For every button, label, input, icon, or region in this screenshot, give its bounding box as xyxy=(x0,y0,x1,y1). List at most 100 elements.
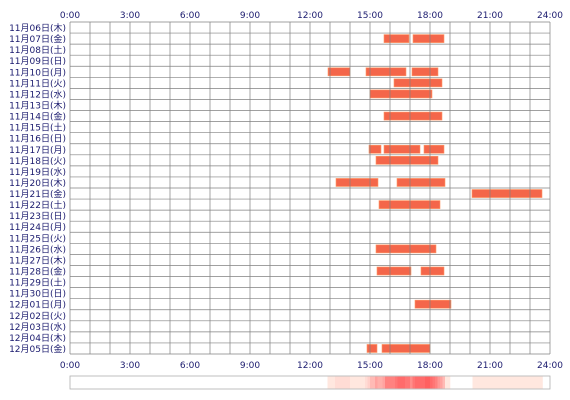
heatmap-cell xyxy=(370,376,373,389)
heatmap-cell xyxy=(437,376,441,389)
heatmap-cell xyxy=(517,376,521,389)
heatmap-cell xyxy=(355,376,358,389)
day-label: 11月20日(木) xyxy=(9,177,66,189)
heatmap-cell xyxy=(392,376,396,389)
top-tick-label: 12:00 xyxy=(297,11,323,21)
chart-grid xyxy=(69,21,551,355)
day-label: 11月25日(火) xyxy=(9,233,66,244)
heatmap-cell xyxy=(472,376,476,389)
heatmap-cell xyxy=(475,376,478,389)
day-label: 11月21日(金) xyxy=(9,188,66,200)
heatmap-cell xyxy=(337,376,341,389)
heatmap-cell xyxy=(402,376,406,389)
heatmap-cell xyxy=(372,376,376,389)
heatmap-cell xyxy=(445,376,448,389)
day-label: 11月17日(月) xyxy=(9,145,66,156)
bottom-tick-label: 24:00 xyxy=(537,361,563,371)
activity-bar xyxy=(376,266,412,276)
heatmap-cell xyxy=(390,376,393,389)
heatmap-cell xyxy=(365,376,368,389)
activity-bars xyxy=(327,34,543,353)
activity-bar xyxy=(365,67,407,77)
bottom-tick-label: 6:00 xyxy=(180,361,200,371)
day-label: 11月10日(月) xyxy=(9,67,66,78)
heatmap-cell xyxy=(512,376,516,389)
heatmap-cell xyxy=(520,376,523,389)
activity-bar xyxy=(366,344,378,353)
heatmap-cell xyxy=(350,376,353,389)
heatmap-cell xyxy=(347,376,351,389)
activity-bar xyxy=(412,34,445,43)
day-label: 11月09日(日) xyxy=(9,56,66,67)
heatmap-cell xyxy=(360,376,363,389)
heatmap-cell xyxy=(540,376,543,389)
bottom-tick-label: 3:00 xyxy=(120,361,140,371)
activity-bar xyxy=(369,89,433,99)
heatmap-cell xyxy=(400,376,403,389)
activity-bar xyxy=(383,34,410,43)
heatmap-cell xyxy=(515,376,518,389)
activity-bar xyxy=(375,156,439,165)
day-label: 11月23日(日) xyxy=(9,211,66,222)
top-tick-label: 6:00 xyxy=(180,11,200,21)
activity-bar xyxy=(471,189,543,198)
heatmap-cell xyxy=(442,376,446,389)
activity-bar xyxy=(378,200,441,209)
heatmap-cell xyxy=(440,376,443,389)
heatmap-cell xyxy=(425,376,428,389)
heatmap-cell xyxy=(495,376,498,389)
heatmap-cell xyxy=(510,376,513,389)
heatmap-cell xyxy=(342,376,346,389)
day-label: 11月18日(火) xyxy=(9,156,66,167)
activity-bar xyxy=(381,344,431,353)
heatmap-cell xyxy=(415,376,418,389)
day-label: 11月08日(土) xyxy=(9,44,66,56)
heatmap-cell xyxy=(367,376,371,389)
top-tick-label: 0:00 xyxy=(60,11,80,21)
day-label: 11月19日(水) xyxy=(9,166,66,178)
heatmap-cell xyxy=(435,376,438,389)
heatmap-cell xyxy=(522,376,526,389)
activity-bar xyxy=(414,299,452,309)
activity-bar xyxy=(420,266,445,276)
heatmap-cell xyxy=(532,376,536,389)
day-label: 11月30日(日) xyxy=(9,289,66,300)
bottom-time-axis: 0:00 3:00 6:00 9:00 12:00 15:00 18:00 21:00 24:0… xyxy=(60,361,563,371)
heatmap-cell xyxy=(327,376,331,389)
heatmap-cell xyxy=(500,376,503,389)
top-tick-label: 9:00 xyxy=(240,11,260,21)
top-tick-label: 15:00 xyxy=(357,11,383,21)
heatmap-cell xyxy=(485,376,488,389)
day-label: 12月01日(月) xyxy=(9,300,66,311)
heatmap-cell xyxy=(480,376,483,389)
heatmap-cell xyxy=(477,376,481,389)
day-label: 11月07日(金) xyxy=(9,33,66,45)
heatmap-cell xyxy=(417,376,421,389)
activity-bar xyxy=(368,144,382,154)
heatmap-cell xyxy=(395,376,398,389)
heatmap-cell xyxy=(340,376,343,389)
activity-bar xyxy=(396,178,446,187)
heatmap-cell xyxy=(375,376,378,389)
activity-bar xyxy=(411,67,439,77)
heatmap-cell xyxy=(432,376,436,389)
activity-bar xyxy=(383,144,421,154)
heatmap-cell xyxy=(537,376,541,389)
heatmap-cell xyxy=(345,376,348,389)
activity-bar xyxy=(327,67,351,77)
heatmap-cell xyxy=(332,376,336,389)
heatmap-cell xyxy=(410,376,413,389)
heatmap-cell xyxy=(490,376,493,389)
activity-bar xyxy=(335,178,379,187)
bottom-tick-label: 21:00 xyxy=(477,361,503,371)
top-tick-label: 18:00 xyxy=(417,11,443,21)
activity-heatmap-strip xyxy=(69,375,551,390)
day-label: 11月13日(木) xyxy=(9,100,66,112)
top-tick-label: 3:00 xyxy=(120,11,140,21)
day-label: 11月15日(土) xyxy=(9,122,66,134)
day-label: 11月12日(水) xyxy=(9,88,66,100)
heatmap-cell xyxy=(430,376,433,389)
heatmap-cell xyxy=(330,376,333,389)
heatmap-cell xyxy=(405,376,408,389)
day-label: 11月16日(日) xyxy=(9,134,66,145)
